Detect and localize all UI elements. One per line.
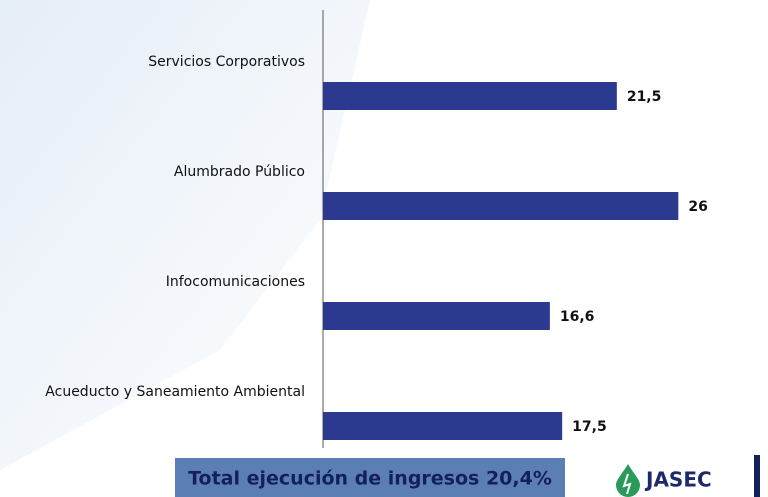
category-label: Alumbrado Público (174, 164, 305, 180)
annotation-box (175, 458, 565, 497)
bar (323, 412, 563, 440)
category-label: Acueducto y Saneamiento Ambiental (45, 384, 305, 400)
logo-bolt (622, 473, 632, 495)
category-label: Servicios Corporativos (148, 54, 305, 70)
value-label: 26 (688, 199, 707, 215)
bar (323, 82, 617, 110)
value-label: 21,5 (627, 89, 662, 105)
bar (323, 302, 550, 330)
bar (323, 192, 679, 220)
background-shape (0, 0, 370, 470)
decor-bar (754, 455, 760, 497)
logo-text: JASEC (644, 468, 712, 492)
value-label: 16,6 (560, 309, 595, 325)
annotation: Total ejecución de ingresos 20,4% (188, 468, 552, 490)
value-label: 17,5 (572, 419, 607, 435)
logo-icon (616, 464, 640, 497)
category-label: Infocomunicaciones (166, 274, 305, 290)
